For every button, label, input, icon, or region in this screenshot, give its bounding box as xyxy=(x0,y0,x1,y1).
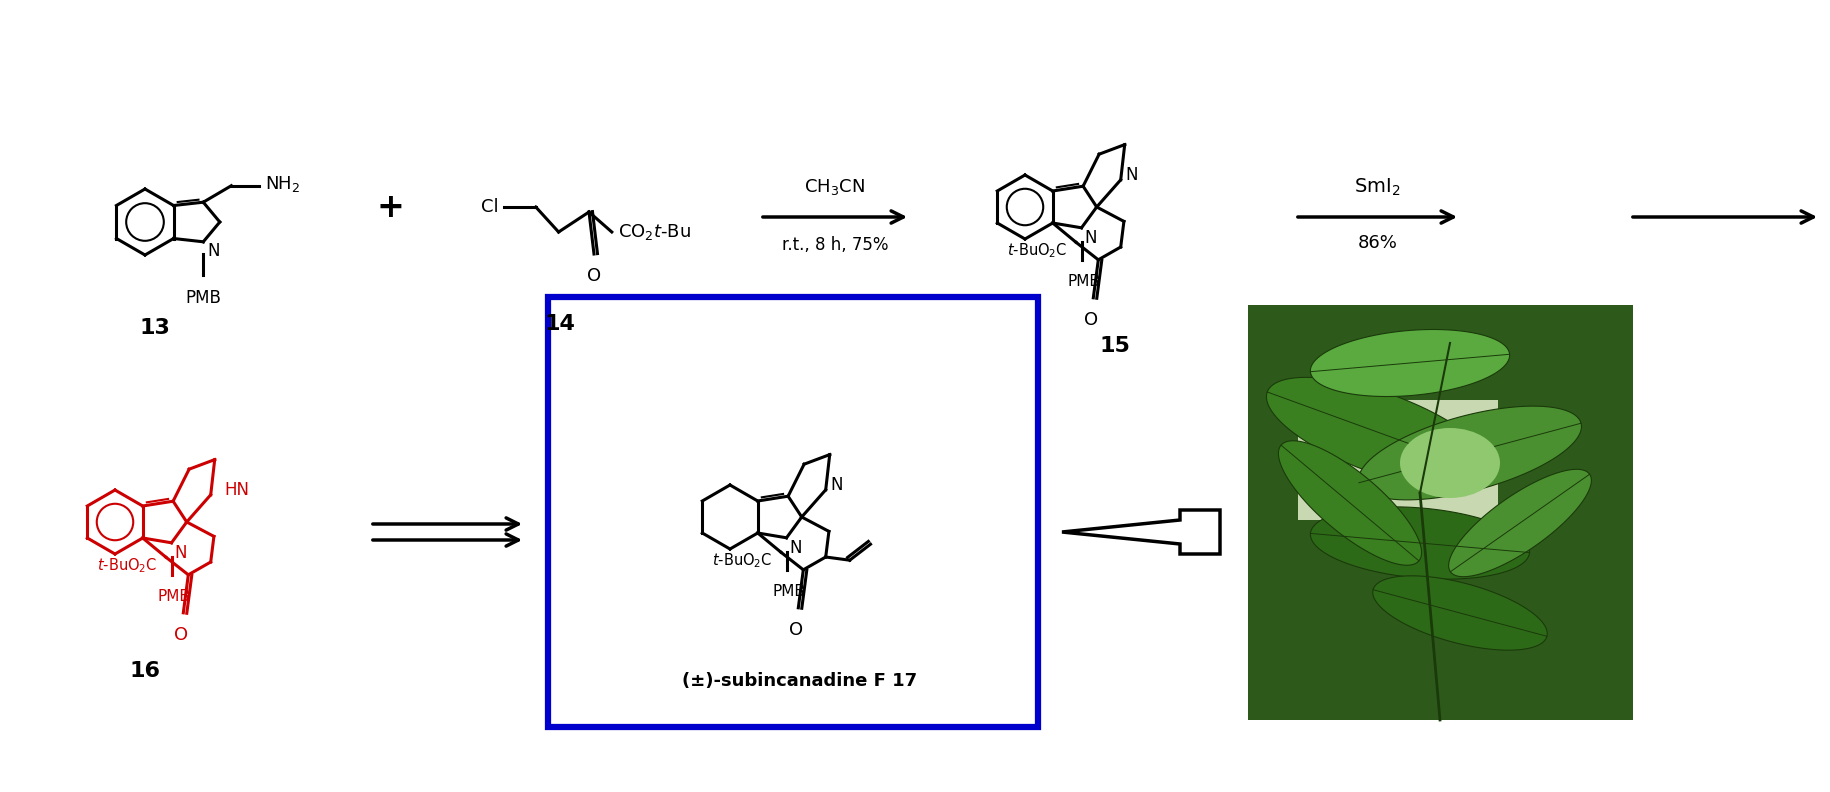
Polygon shape xyxy=(1358,406,1581,500)
Text: HN: HN xyxy=(225,481,249,499)
Polygon shape xyxy=(1266,377,1493,489)
Bar xyxy=(1297,400,1497,520)
Text: CO$_2t$-Bu: CO$_2t$-Bu xyxy=(617,222,690,242)
Text: O: O xyxy=(174,626,188,644)
Text: NH$_2$: NH$_2$ xyxy=(265,173,300,194)
Text: 13: 13 xyxy=(139,318,170,337)
Text: SmI$_2$: SmI$_2$ xyxy=(1354,177,1400,198)
Text: $t$-BuO$_2$C: $t$-BuO$_2$C xyxy=(97,556,157,574)
Text: PMB: PMB xyxy=(772,584,805,599)
Text: r.t., 8 h, 75%: r.t., 8 h, 75% xyxy=(781,236,888,254)
Text: N: N xyxy=(789,539,802,557)
Text: PMB: PMB xyxy=(185,289,221,307)
Text: 16: 16 xyxy=(130,661,161,681)
Text: O: O xyxy=(1083,310,1098,329)
Polygon shape xyxy=(1310,329,1508,397)
Text: N: N xyxy=(1125,166,1138,184)
Text: PMB: PMB xyxy=(1067,274,1100,289)
Polygon shape xyxy=(1277,441,1420,565)
Text: $t$-BuO$_2$C: $t$-BuO$_2$C xyxy=(1007,241,1067,260)
Polygon shape xyxy=(1061,510,1219,554)
Text: 86%: 86% xyxy=(1356,234,1396,252)
Text: +: + xyxy=(375,191,404,223)
Polygon shape xyxy=(1372,576,1546,650)
Text: PMB: PMB xyxy=(157,588,190,604)
Text: CH$_3$CN: CH$_3$CN xyxy=(803,177,866,197)
Text: Cl: Cl xyxy=(481,198,498,216)
Ellipse shape xyxy=(1400,428,1499,498)
Text: N: N xyxy=(207,242,220,260)
Text: (±)-subincanadine F 17: (±)-subincanadine F 17 xyxy=(683,672,917,690)
Text: O: O xyxy=(789,621,803,639)
Text: N: N xyxy=(1083,229,1096,247)
Text: N: N xyxy=(174,544,187,562)
Text: 15: 15 xyxy=(1100,336,1129,356)
Text: 14: 14 xyxy=(544,314,575,334)
Text: $t$-BuO$_2$C: $t$-BuO$_2$C xyxy=(712,551,772,569)
Bar xyxy=(547,297,1038,727)
Text: N: N xyxy=(831,476,844,493)
Bar xyxy=(1248,305,1632,720)
Polygon shape xyxy=(1448,470,1590,577)
Polygon shape xyxy=(1310,507,1528,579)
Text: O: O xyxy=(587,267,600,285)
